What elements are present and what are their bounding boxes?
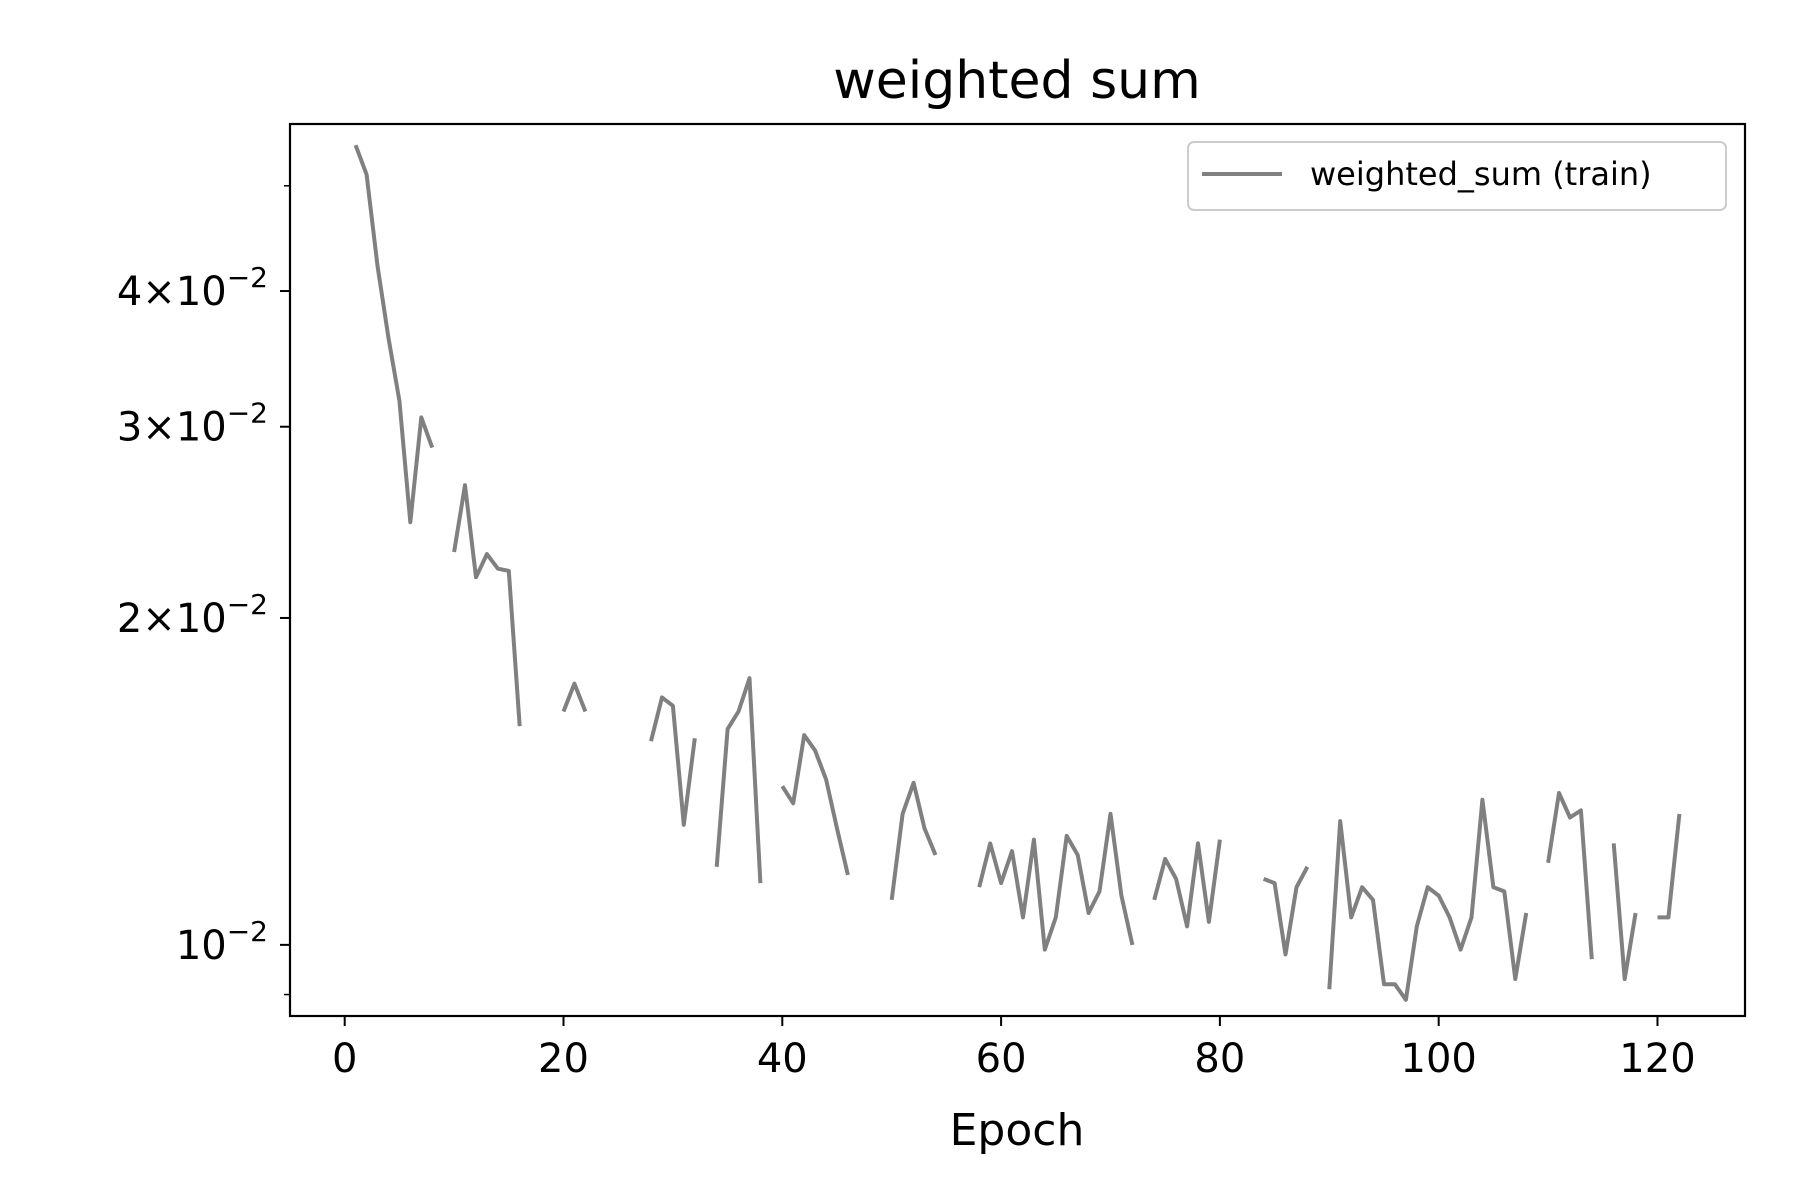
tick-layer: 0 20 40 60 80 100 120 10−2 2×10−2 3×10−2 4×10−2: [117, 185, 1696, 1082]
plot-frame: [288, 122, 1747, 1018]
series-line-segment: [714, 676, 763, 884]
series-line-segment: [353, 144, 435, 525]
series-line-segment: [649, 695, 697, 827]
series-line-segment: [780, 733, 850, 876]
x-tick-label: 0: [332, 1036, 357, 1082]
series-line-segment: [452, 483, 522, 727]
series-layer: [353, 144, 1682, 1002]
x-tick-label: 100: [1401, 1036, 1477, 1082]
x-tick-label: 80: [1194, 1036, 1245, 1082]
series-line-segment: [561, 681, 588, 713]
series-line-segment: [889, 780, 938, 901]
x-axis-label: Epoch: [950, 1105, 1085, 1156]
y-tick-label: 4×10−2: [117, 261, 268, 315]
series-line-segment: [977, 811, 1135, 952]
chart-title: weighted sum: [833, 51, 1201, 111]
series-line-segment: [1152, 839, 1222, 929]
x-tick-label: 20: [538, 1036, 589, 1082]
legend-label: weighted_sum (train): [1310, 155, 1652, 193]
series-line-segment: [1262, 865, 1310, 957]
legend: weighted_sum (train): [1187, 141, 1727, 211]
series-line-segment: [1657, 813, 1682, 920]
x-tick-label: 40: [757, 1036, 808, 1082]
x-tick-label: 120: [1619, 1036, 1695, 1082]
series-line-segment: [1611, 843, 1638, 982]
series-line-segment: [1327, 797, 1529, 1002]
legend-box: [1187, 141, 1727, 211]
y-tick-label: 3×10−2: [117, 397, 268, 451]
y-tick-label: 2×10−2: [117, 588, 268, 642]
x-tick-label: 60: [976, 1036, 1027, 1082]
series-line-segment: [1546, 791, 1594, 960]
y-tick-label: 10−2: [176, 915, 268, 969]
